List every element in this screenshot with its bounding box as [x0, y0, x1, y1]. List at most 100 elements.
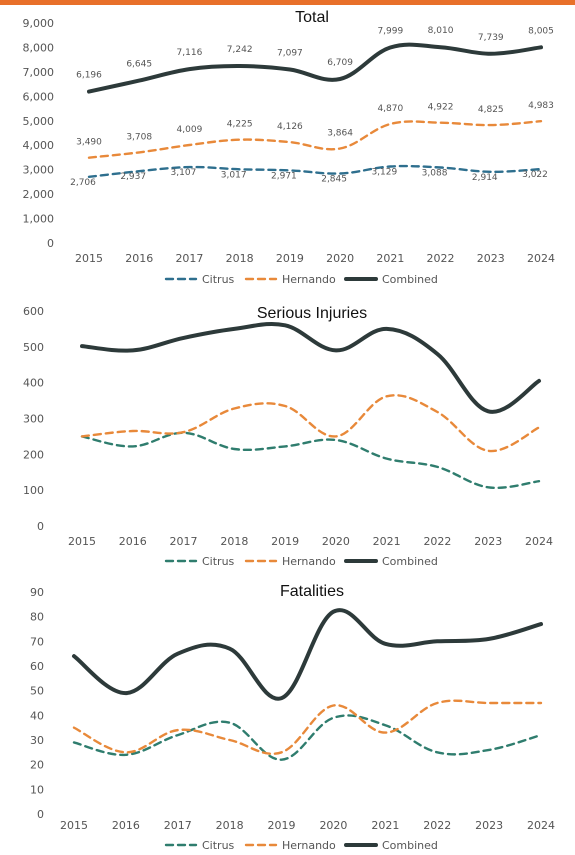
y-tick-label: 0 [37, 520, 44, 533]
data-label: 2,914 [472, 173, 498, 183]
data-label: 6,645 [126, 60, 152, 70]
data-label: 8,005 [528, 26, 554, 36]
legend-label: Hernando [282, 555, 336, 568]
legend-item-citrus: Citrus [166, 839, 235, 852]
x-tick-label: 2019 [271, 535, 299, 548]
data-label: 7,999 [377, 26, 403, 36]
x-tick-label: 2020 [322, 535, 350, 548]
y-tick-label: 100 [23, 484, 44, 497]
x-tick-label: 2020 [326, 252, 354, 265]
legend-item-hernando: Hernando [246, 839, 336, 852]
chart-serious-injuries: Serious Injuries 0 100 200 300 400 500 600 2015 2… [0, 290, 575, 575]
y-tick-label: 60 [30, 660, 44, 673]
data-label: 3,708 [126, 132, 152, 142]
data-label: 4,825 [478, 105, 504, 115]
data-label: 6,709 [327, 58, 353, 68]
x-tick-label: 2018 [216, 819, 244, 832]
x-tick-label: 2019 [276, 252, 304, 265]
data-label: 4,009 [177, 125, 203, 135]
y-tick-label: 70 [30, 635, 44, 648]
x-tick-label: 2022 [423, 535, 451, 548]
legend-item-combined: Combined [346, 839, 438, 852]
x-tick-label: 2017 [170, 535, 198, 548]
x-tick-label: 2016 [119, 535, 147, 548]
chart-title: Fatalities [280, 583, 344, 600]
x-tick-label: 2019 [268, 819, 296, 832]
x-tick-label: 2020 [319, 819, 347, 832]
data-label: 4,126 [277, 122, 303, 132]
x-tick-label: 2015 [68, 535, 96, 548]
series-line-hernando [89, 121, 541, 157]
y-tick-label: 4,000 [23, 139, 55, 152]
legend-item-hernando: Hernando [246, 555, 336, 568]
data-label: 3,088 [422, 169, 448, 179]
x-tick-label: 2024 [527, 252, 555, 265]
y-tick-label: 90 [30, 586, 44, 599]
y-tick-label: 0 [37, 808, 44, 821]
data-label: 2,706 [70, 178, 96, 188]
series-line-citrus [74, 715, 541, 759]
x-tick-label: 2021 [371, 819, 399, 832]
x-tick-label: 2017 [175, 252, 203, 265]
y-tick-label: 7,000 [23, 66, 55, 79]
x-tick-label: 2018 [226, 252, 254, 265]
data-label: 2,845 [321, 174, 347, 184]
legend-item-combined: Combined [346, 273, 438, 286]
data-label: 8,010 [428, 26, 454, 36]
y-tick-label: 200 [23, 448, 44, 461]
chart-title: Total [295, 9, 329, 26]
data-label: 7,242 [227, 45, 253, 55]
data-label: 4,225 [227, 120, 253, 130]
data-label: 6,196 [76, 71, 102, 81]
data-label: 3,017 [221, 170, 247, 180]
x-tick-label: 2022 [427, 252, 455, 265]
y-tick-label: 8,000 [23, 41, 55, 54]
y-tick-label: 6,000 [23, 90, 55, 103]
data-label: 2,937 [120, 172, 146, 182]
x-tick-label: 2018 [220, 535, 248, 548]
y-tick-label: 600 [23, 305, 44, 318]
chart-title: Serious Injuries [257, 305, 367, 322]
data-label: 3,864 [327, 129, 353, 139]
y-tick-label: 300 [23, 413, 44, 426]
y-tick-label: 80 [30, 611, 44, 624]
data-label: 7,116 [177, 48, 203, 58]
chart-total: Total 0 1,000 2,000 3,000 4,000 5,000 6,000 7,00… [0, 0, 575, 290]
data-label: 4,983 [528, 101, 554, 111]
y-tick-label: 500 [23, 341, 44, 354]
x-tick-label: 2017 [164, 819, 192, 832]
x-tick-label: 2022 [423, 819, 451, 832]
series-line-combined [74, 610, 541, 699]
series-line-combined [82, 324, 539, 412]
legend-label: Combined [382, 273, 438, 286]
data-label: 3,490 [76, 138, 102, 148]
chart-fatalities: Fatalities 0 10 20 30 40 50 60 70 80 90 2015 2016 201… [0, 575, 575, 855]
x-tick-label: 2023 [474, 535, 502, 548]
y-tick-label: 5,000 [23, 115, 55, 128]
x-tick-label: 2016 [125, 252, 153, 265]
x-tick-label: 2023 [477, 252, 505, 265]
legend-label: Hernando [282, 839, 336, 852]
legend-item-citrus: Citrus [166, 273, 235, 286]
legend-label: Combined [382, 839, 438, 852]
data-label: 2,971 [271, 171, 297, 181]
x-tick-label: 2015 [75, 252, 103, 265]
legend-label: Citrus [202, 555, 235, 568]
data-label: 7,739 [478, 33, 504, 43]
legend-item-citrus: Citrus [166, 555, 235, 568]
series-line-combined [89, 45, 541, 92]
data-label: 3,022 [522, 170, 548, 180]
y-tick-label: 20 [30, 759, 44, 772]
data-label: 7,097 [277, 49, 303, 59]
y-tick-label: 40 [30, 709, 44, 722]
data-label: 4,870 [377, 104, 403, 114]
y-tick-label: 9,000 [23, 17, 55, 30]
data-label: 3,129 [371, 168, 397, 178]
y-tick-label: 400 [23, 377, 44, 390]
x-tick-label: 2021 [373, 535, 401, 548]
series-line-hernando [74, 701, 541, 754]
x-tick-label: 2024 [527, 819, 555, 832]
legend-label: Combined [382, 555, 438, 568]
x-tick-label: 2023 [475, 819, 503, 832]
legend-label: Citrus [202, 273, 235, 286]
